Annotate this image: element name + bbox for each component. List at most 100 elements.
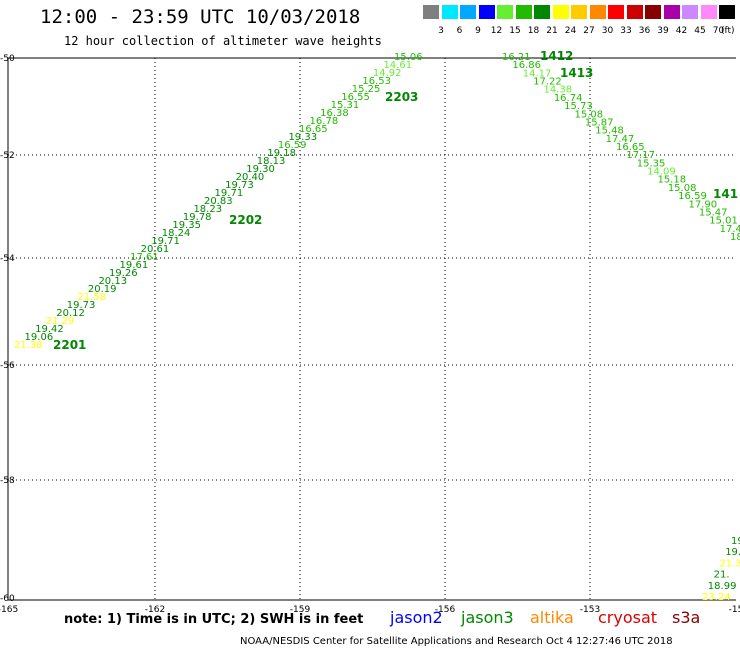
color-scale-label: 27 <box>583 26 595 36</box>
color-scale-swatch <box>515 5 532 19</box>
wave-height-value: 17.90 <box>689 199 718 210</box>
longitude-label: -15 <box>729 605 740 615</box>
wave-height-value: 20.40 <box>236 172 265 183</box>
color-scale-swatch <box>589 5 606 19</box>
wave-height-value: 16.65 <box>616 142 645 153</box>
wave-height-value: 19.42 <box>35 324 64 335</box>
wave-height-value: 20.83 <box>204 196 233 207</box>
color-scale-swatch <box>571 5 587 19</box>
wave-height-value: 16.86 <box>512 60 541 71</box>
color-scale-swatch <box>663 5 680 19</box>
wave-height-value: 15.87 <box>585 117 614 128</box>
wave-height-value: 20.13 <box>98 276 127 287</box>
wave-height-value: 19.71 <box>151 236 180 247</box>
track-descending: 16.2116.8614.1717.2214.3816.7415.7315.08… <box>502 52 740 243</box>
wave-height-value: 15.06 <box>394 52 423 63</box>
wave-height-value: 17.17 <box>626 150 655 161</box>
legend-s3a: s3a <box>672 608 701 627</box>
wave-height-value: 21.3 <box>719 558 740 569</box>
wave-height-value: 19.78 <box>183 212 212 223</box>
wave-height-value: 19.06 <box>25 332 54 343</box>
wave-height-value: 19.71 <box>215 188 244 199</box>
orbit-pass-label: 141 <box>713 187 738 201</box>
color-scale-swatch <box>608 5 624 19</box>
latitude-label: -58 <box>0 476 15 486</box>
latitude-label: -50 <box>0 54 15 64</box>
wave-height-value: 20.12 <box>56 308 85 319</box>
wave-height-value: 18.13 <box>257 156 286 167</box>
color-scale-label: 6 <box>456 26 463 36</box>
color-scale-swatch <box>552 5 569 19</box>
wave-height-value: 20.61 <box>141 244 170 255</box>
color-scale-swatch <box>460 5 476 19</box>
wave-height-value: 16.59 <box>678 191 707 202</box>
wave-height-value: 19. <box>725 547 740 558</box>
wave-height-value: 15.35 <box>637 158 666 169</box>
color-scale-swatch <box>423 5 439 19</box>
wave-height-value: 21. <box>714 570 730 581</box>
color-scale-label: 24 <box>564 26 577 36</box>
orbit-pass-label: 1413 <box>560 66 593 80</box>
color-scale-label: 39 <box>657 26 669 36</box>
color-scale-label: 70 <box>712 26 725 36</box>
footer-note: note: 1) Time is in UTC; 2) SWH is in fe… <box>64 612 364 627</box>
color-scale-label: 33 <box>620 26 632 36</box>
color-scale-label: 45 <box>694 26 706 36</box>
color-scale-unit: (ft) <box>721 26 735 36</box>
legend-cryosat: cryosat <box>598 608 658 627</box>
orbit-pass-label: 1412 <box>540 49 573 63</box>
wave-height-value: 15.48 <box>595 126 624 137</box>
color-scale-label: 15 <box>509 26 521 36</box>
wave-height-value: 17.61 <box>130 252 159 263</box>
wave-height-value: 14.17 <box>523 68 552 79</box>
longitude-labels: -165 -162 -159 -156 -153 -15 <box>0 605 740 615</box>
wave-height-value: 16.55 <box>341 92 370 103</box>
satellite-tracks: 21.3819.0619.4221.2920.1219.7321.5820.19… <box>14 49 740 603</box>
latitude-label: -56 <box>0 361 15 371</box>
longitude-label: -156 <box>435 605 456 615</box>
wave-height-value: 19.73 <box>225 180 254 191</box>
wave-height-value: 16.74 <box>554 93 583 104</box>
color-scale-swatch <box>682 5 698 19</box>
wave-height-value: 16.78 <box>310 116 339 127</box>
wave-height-value: 19.61 <box>120 260 149 271</box>
longitude-label: -159 <box>290 605 311 615</box>
orbit-pass-label: 2203 <box>385 90 418 104</box>
color-scale-label: 30 <box>601 26 614 36</box>
wave-height-value: 21.58 <box>77 292 106 303</box>
wave-height-value: 14.09 <box>647 167 676 178</box>
orbit-pass-label: 2201 <box>53 338 86 352</box>
color-scale-swatch <box>534 5 550 19</box>
wave-height-value: 16.21 <box>502 52 531 63</box>
wave-height-value: 15.08 <box>575 109 604 120</box>
wave-height-value: 21.38 <box>14 340 43 351</box>
wave-height-value: 17.4 <box>720 224 740 235</box>
color-scale-swatch <box>497 5 513 19</box>
legend-altika: altika <box>530 608 574 627</box>
color-scale-swatch <box>719 5 735 19</box>
wave-height-value: 15.08 <box>668 183 697 194</box>
footer-credit: NOAA/NESDIS Center for Satellite Applica… <box>240 636 673 647</box>
latitude-label: -60 <box>0 594 15 604</box>
wave-height-value: 16.65 <box>299 124 328 135</box>
longitude-label: -162 <box>145 605 165 615</box>
wave-height-value: 15.01 <box>709 216 738 227</box>
wave-height-value: 21.29 <box>46 316 75 327</box>
color-scale-label: 18 <box>527 26 540 36</box>
longitude-label: -165 <box>0 605 18 615</box>
wave-height-value: 17.47 <box>606 134 635 145</box>
wave-height-value: 15.25 <box>352 84 381 95</box>
wave-height-value: 19.26 <box>109 268 138 279</box>
map-subtitle: 12 hour collection of altimeter wave hei… <box>64 34 382 48</box>
wave-height-value: 19 <box>731 536 740 547</box>
legend-jason2: jason2 <box>390 608 443 627</box>
wave-height-value: 14.38 <box>543 85 572 96</box>
wave-height-value: 15.31 <box>331 100 360 111</box>
wave-height-value: 17.22 <box>533 77 562 88</box>
map-grid <box>8 58 736 600</box>
color-scale-label: 9 <box>475 26 481 36</box>
wave-height-value: 18.99 <box>708 581 737 592</box>
wave-height-value: 14.61 <box>383 60 412 71</box>
